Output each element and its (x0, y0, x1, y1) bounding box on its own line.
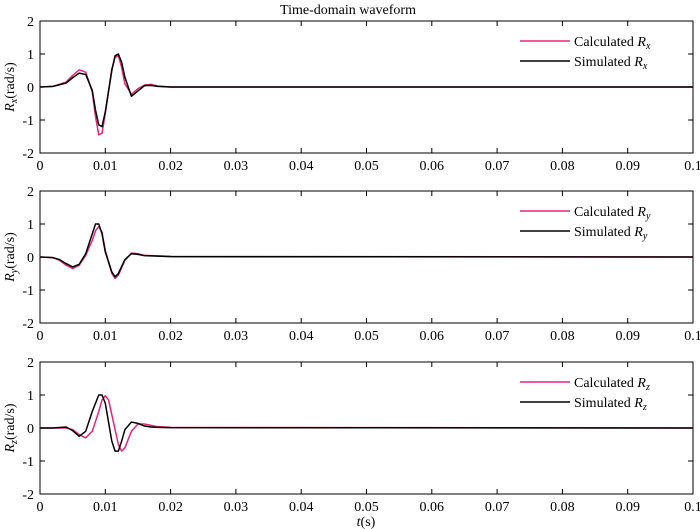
y-axis-label: Rx(rad/s) (3, 62, 20, 113)
series-line-simulated (40, 394, 694, 452)
x-tick-label: 0.01 (93, 159, 118, 174)
x-tick-label: 0.09 (615, 329, 640, 344)
y-tick-label: 1 (27, 48, 34, 63)
x-tick-label: 0.03 (224, 500, 249, 515)
y-tick-label: -2 (22, 488, 34, 503)
x-tick-label: 0.01 (93, 500, 118, 515)
y-tick-label: 1 (27, 218, 34, 233)
legend-entry: Simulated Ry (574, 225, 648, 242)
x-tick-label: 0.05 (354, 500, 379, 515)
figure-title: Time-domain waveform (280, 3, 416, 18)
y-tick-label: -1 (22, 455, 34, 470)
y-tick-label: 0 (27, 81, 34, 96)
y-axis-label: Rz(rad/s) (3, 403, 20, 453)
x-tick-label: 0.08 (550, 500, 575, 515)
legend-entry: Simulated Rz (574, 396, 647, 413)
legend-entry: Calculated Ry (574, 205, 651, 222)
x-tick-label: 0.1 (684, 159, 700, 174)
x-tick-label: 0.1 (684, 500, 700, 515)
x-tick-label: 0.07 (485, 500, 510, 515)
series-line-calculated (40, 394, 694, 452)
x-tick-label: 0.09 (615, 500, 640, 515)
x-tick-label: 0 (37, 500, 44, 515)
legend-entry: Calculated Rz (574, 376, 650, 393)
x-tick-label: 0 (37, 159, 44, 174)
y-tick-label: 0 (27, 422, 34, 437)
y-tick-label: 2 (27, 185, 34, 200)
x-tick-label: 0.1 (684, 329, 700, 344)
y-tick-label: -2 (22, 147, 34, 162)
y-tick-label: -2 (22, 317, 34, 332)
x-tick-label: 0.06 (420, 500, 445, 515)
y-tick-label: 2 (27, 356, 34, 371)
y-tick-label: -1 (22, 114, 34, 129)
x-tick-label: 0.05 (354, 329, 379, 344)
series-line-simulated (39, 223, 694, 278)
legend-entry: Simulated Rx (574, 55, 648, 72)
legend-entry: Calculated Rx (574, 35, 651, 52)
x-tick-label: 0.04 (289, 159, 314, 174)
x-tick-label: 0.07 (485, 159, 510, 174)
y-tick-label: 2 (27, 15, 34, 30)
x-tick-label: 0.07 (485, 329, 510, 344)
y-tick-label: 0 (27, 251, 34, 266)
x-tick-label: 0.04 (289, 329, 314, 344)
panel-1: 210-1-20 0.01 0.02 0.03 0.04 0.05 0.06 0.07 0.08… (3, 15, 700, 174)
x-tick-label: 0.02 (158, 329, 183, 344)
series-line-simulated (39, 53, 693, 128)
x-tick-label: 0.03 (224, 329, 249, 344)
y-axis-label: Ry(rad/s) (3, 232, 20, 283)
panel-2: 210-1-20 0.01 0.02 0.03 0.04 0.05 0.06 0.07 0.08… (3, 185, 700, 344)
x-tick-label: 0.06 (420, 159, 445, 174)
y-tick-label: 1 (27, 389, 34, 404)
x-tick-label: 0.03 (224, 159, 249, 174)
x-axis-label: t(s) (357, 515, 376, 529)
panel-3: 210-1-20 0.01 0.02 0.03 0.04 0.05 0.06 0.07 0.08… (3, 356, 700, 515)
y-tick-label: -1 (22, 284, 34, 299)
x-tick-label: 0.02 (158, 500, 183, 515)
x-tick-label: 0.05 (354, 159, 379, 174)
x-tick-label: 0 (37, 329, 44, 344)
x-tick-label: 0.08 (550, 329, 575, 344)
x-tick-label: 0.04 (289, 500, 314, 515)
x-tick-label: 0.08 (550, 159, 575, 174)
x-tick-label: 0.01 (93, 329, 118, 344)
x-tick-label: 0.02 (158, 159, 183, 174)
x-tick-label: 0.09 (615, 159, 640, 174)
x-tick-label: 0.06 (420, 329, 445, 344)
